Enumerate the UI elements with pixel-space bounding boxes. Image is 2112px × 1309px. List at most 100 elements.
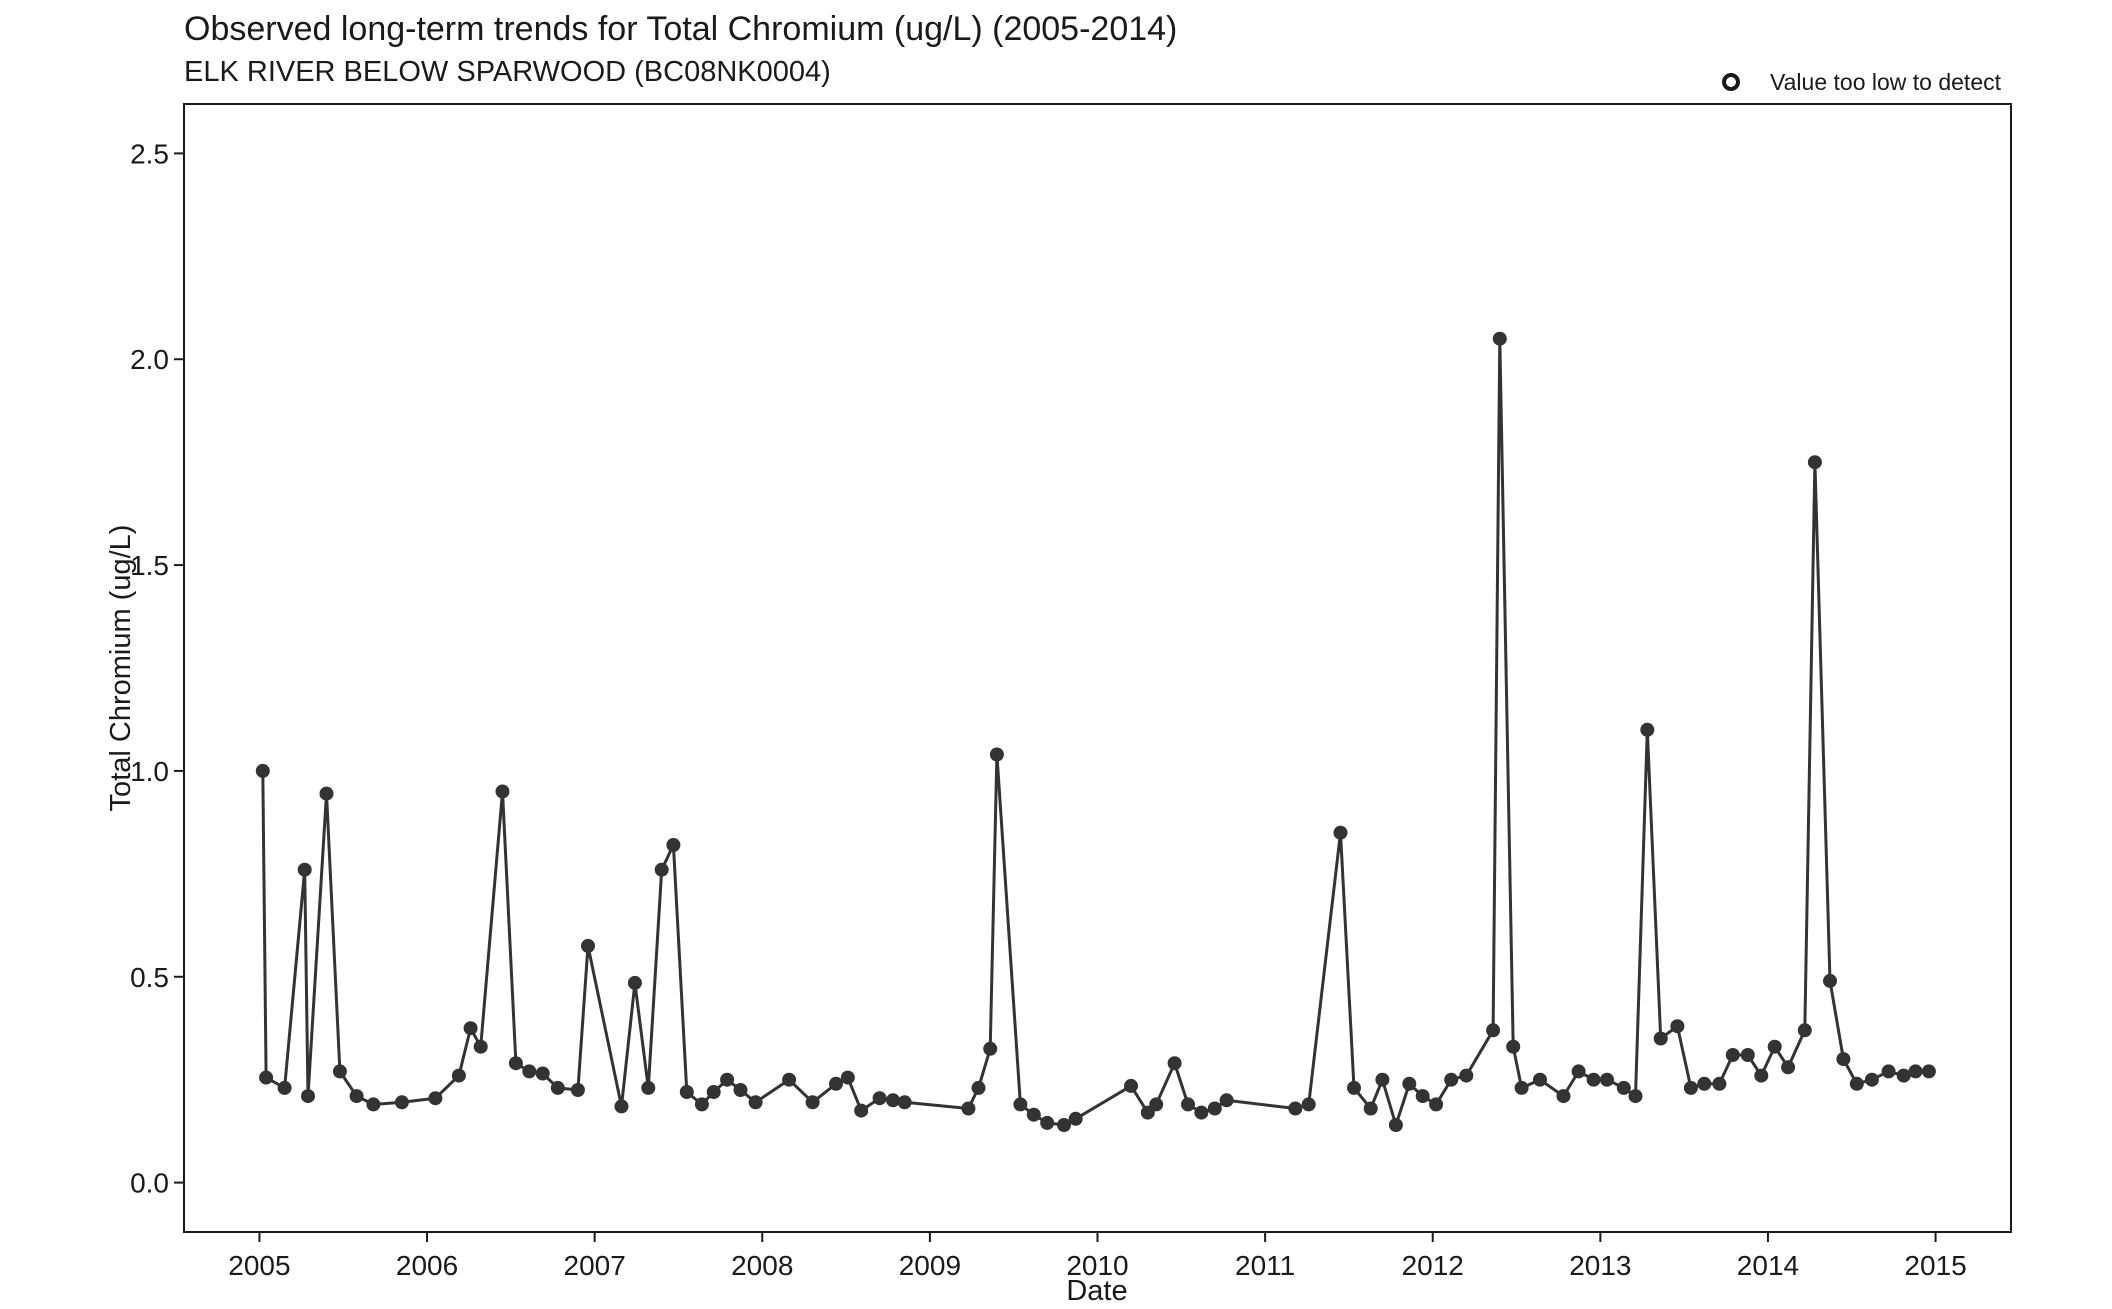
- x-tick-label: 2009: [899, 1250, 961, 1281]
- data-point: [463, 1021, 478, 1036]
- data-point: [1670, 1019, 1685, 1034]
- data-point: [1363, 1101, 1378, 1116]
- y-tick-label: 0.0: [130, 1168, 169, 1199]
- data-point: [1797, 1023, 1812, 1038]
- data-point: [277, 1080, 292, 1095]
- legend: Value too low to detect: [1722, 69, 2002, 95]
- data-point: [1653, 1031, 1668, 1046]
- y-axis-title: Total Chromium (ug/L): [105, 525, 137, 812]
- data-point: [679, 1085, 694, 1099]
- data-point: [1628, 1089, 1643, 1104]
- data-point: [1194, 1105, 1209, 1120]
- data-point: [1697, 1076, 1712, 1091]
- x-tick-label: 2014: [1737, 1250, 1799, 1281]
- data-point: [1836, 1052, 1851, 1067]
- data-point: [654, 862, 669, 877]
- data-point: [1301, 1097, 1316, 1112]
- data-point: [1057, 1118, 1071, 1132]
- data-point: [1415, 1089, 1430, 1104]
- data-point: [1013, 1097, 1028, 1112]
- data-point: [1849, 1076, 1864, 1091]
- data-point: [1402, 1076, 1417, 1091]
- data-point: [1616, 1080, 1631, 1095]
- x-tick-label: 2013: [1569, 1250, 1631, 1281]
- data-point: [1823, 973, 1837, 988]
- data-point: [1712, 1076, 1727, 1091]
- data-point: [301, 1089, 315, 1104]
- data-point: [1514, 1080, 1529, 1095]
- data-point: [782, 1072, 797, 1087]
- data-point: [1207, 1101, 1222, 1116]
- data-point: [1556, 1089, 1571, 1104]
- x-tick-label: 2007: [564, 1250, 626, 1281]
- data-point: [366, 1097, 381, 1112]
- plot-panel: [183, 103, 2012, 1233]
- x-tick-label: 2008: [731, 1250, 793, 1281]
- data-point: [1807, 455, 1822, 470]
- data-point: [1486, 1023, 1501, 1038]
- data-point: [1375, 1072, 1390, 1087]
- data-point: [1459, 1068, 1474, 1083]
- data-point: [570, 1083, 585, 1097]
- data-point: [961, 1101, 976, 1116]
- data-point: [1640, 722, 1655, 737]
- data-point: [1921, 1064, 1936, 1079]
- legend-label: Value too low to detect: [1770, 69, 2002, 95]
- data-point: [720, 1072, 735, 1087]
- x-tick-label: 2011: [1235, 1250, 1295, 1281]
- data-point: [581, 938, 595, 953]
- data-point: [1740, 1048, 1755, 1062]
- chart-subtitle: ELK RIVER BELOW SPARWOOD (BC08NK0004): [184, 56, 831, 88]
- data-point: [1725, 1048, 1740, 1062]
- data-point: [829, 1076, 843, 1091]
- y-tick-label: 1.0: [130, 756, 169, 787]
- data-point: [666, 838, 681, 852]
- x-tick-label: 2006: [396, 1250, 458, 1281]
- data-point: [1600, 1072, 1614, 1087]
- data-point: [394, 1095, 409, 1110]
- data-point: [706, 1085, 721, 1099]
- y-tick-label: 2.0: [130, 344, 169, 375]
- data-point: [748, 1095, 763, 1110]
- data-point: [1219, 1093, 1234, 1108]
- data-point: [1040, 1115, 1055, 1130]
- data-point: [349, 1089, 364, 1104]
- data-point: [473, 1039, 488, 1054]
- legend-open-circle-marker: [1722, 73, 1740, 91]
- data-point: [805, 1095, 820, 1110]
- data-point: [508, 1056, 523, 1071]
- data-point: [332, 1064, 347, 1079]
- data-series: [255, 331, 1936, 1132]
- data-point: [1444, 1072, 1459, 1087]
- chart-title: Observed long-term trends for Total Chro…: [184, 10, 1177, 48]
- data-point: [854, 1103, 869, 1118]
- data-point: [535, 1066, 550, 1081]
- data-point: [840, 1070, 855, 1085]
- data-point: [1533, 1072, 1547, 1087]
- data-point: [1026, 1107, 1041, 1122]
- data-point: [733, 1083, 748, 1097]
- data-point: [641, 1080, 656, 1095]
- data-point: [495, 784, 510, 799]
- data-point: [1149, 1097, 1164, 1112]
- data-point: [1288, 1101, 1303, 1116]
- data-point: [1896, 1068, 1911, 1083]
- data-point: [1068, 1111, 1083, 1126]
- data-point: [1333, 825, 1348, 840]
- data-point: [1683, 1080, 1698, 1095]
- data-point: [1124, 1078, 1138, 1093]
- data-point: [319, 786, 334, 801]
- data-point: [1506, 1039, 1521, 1054]
- data-point: [1167, 1056, 1182, 1071]
- y-tick-label: 1.5: [130, 550, 169, 581]
- data-point: [983, 1041, 998, 1056]
- data-point: [989, 747, 1004, 762]
- data-point: [614, 1099, 629, 1114]
- data-point: [255, 763, 270, 778]
- data-point: [1388, 1118, 1403, 1132]
- x-tick-label: 2010: [1066, 1250, 1128, 1281]
- y-axis: 0.0 0.5 1.0 1.5 2.0 2.5: [130, 138, 184, 1199]
- data-point: [872, 1091, 887, 1106]
- data-point: [1908, 1064, 1923, 1079]
